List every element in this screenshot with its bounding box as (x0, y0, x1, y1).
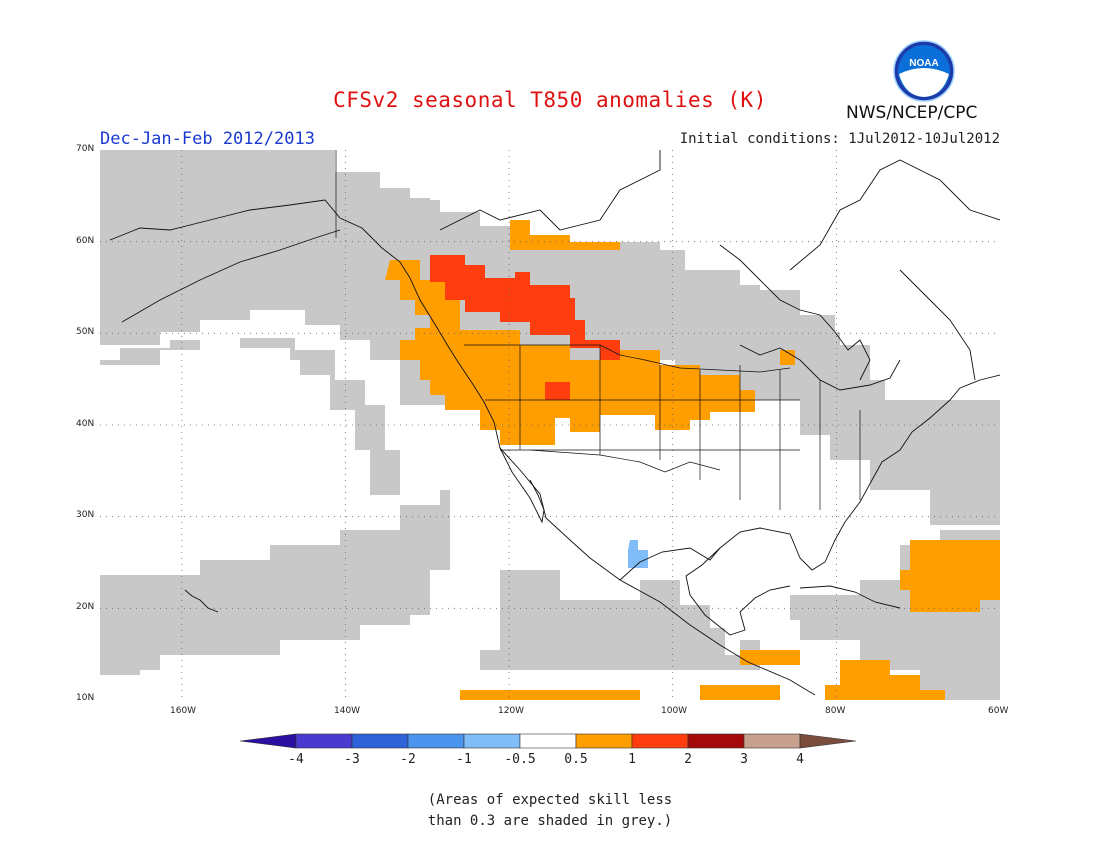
map-title: CFSv2 seasonal T850 anomalies (K) (333, 88, 767, 112)
legend-label: 0.5 (564, 752, 587, 767)
lon-label: 80W (825, 706, 846, 716)
lat-label: 30N (76, 510, 95, 520)
legend-label: 1 (628, 752, 636, 767)
legend-swatch (631, 733, 689, 749)
legend-label: 2 (684, 752, 692, 767)
political-boundaries (335, 150, 861, 510)
lon-label: 60W (988, 706, 1009, 716)
lon-label: 160W (170, 706, 197, 716)
legend-arrow-high (799, 733, 857, 749)
legend-label: 3 (740, 752, 748, 767)
lat-label: 50N (76, 327, 95, 337)
legend-swatch (575, 733, 633, 749)
season-label: Dec-Jan-Feb 2012/2013 (100, 129, 315, 149)
footnote-line: than 0.3 are shaded in grey.) (427, 813, 673, 829)
graticule (100, 150, 1000, 700)
anomaly-region-orange (385, 220, 1000, 700)
legend-label: -1 (456, 752, 472, 767)
legend-label: -3 (344, 752, 360, 767)
legend-label: -0.5 (504, 752, 535, 767)
anomaly-region-red (430, 255, 620, 400)
legend-arrow-low (239, 733, 297, 749)
legend-label: 4 (796, 752, 804, 767)
lat-label: 20N (76, 602, 95, 612)
lat-label: 40N (76, 419, 95, 429)
legend-swatch (463, 733, 521, 749)
skill-footnote: (Areas of expected skill less than 0.3 a… (0, 790, 1100, 832)
initial-conditions-label: Initial conditions: 1Jul2012-10Jul2012 (679, 131, 1000, 147)
lon-label: 120W (498, 706, 525, 716)
legend-swatch (687, 733, 745, 749)
legend-label: -2 (400, 752, 416, 767)
lon-label: 140W (334, 706, 361, 716)
color-legend: -4 -3 -2 -1 -0.5 0.5 1 2 3 4 (239, 733, 857, 767)
legend-swatch (407, 733, 465, 749)
lon-label: 100W (661, 706, 688, 716)
coastlines (109, 150, 1000, 696)
lat-label: 60N (76, 236, 95, 246)
legend-swatch (519, 733, 577, 749)
noaa-logo-text: NOAA (909, 58, 938, 69)
legend-swatch (351, 733, 409, 749)
lat-label: 70N (76, 144, 95, 154)
footnote-line: (Areas of expected skill less (427, 792, 673, 808)
lat-label: 10N (76, 693, 95, 703)
legend-label: -4 (288, 752, 304, 767)
legend-swatch (743, 733, 801, 749)
agency-label: NWS/NCEP/CPC (846, 103, 978, 123)
noaa-logo: NOAA (893, 40, 955, 102)
anomaly-map (100, 150, 1000, 700)
legend-swatch (295, 733, 353, 749)
